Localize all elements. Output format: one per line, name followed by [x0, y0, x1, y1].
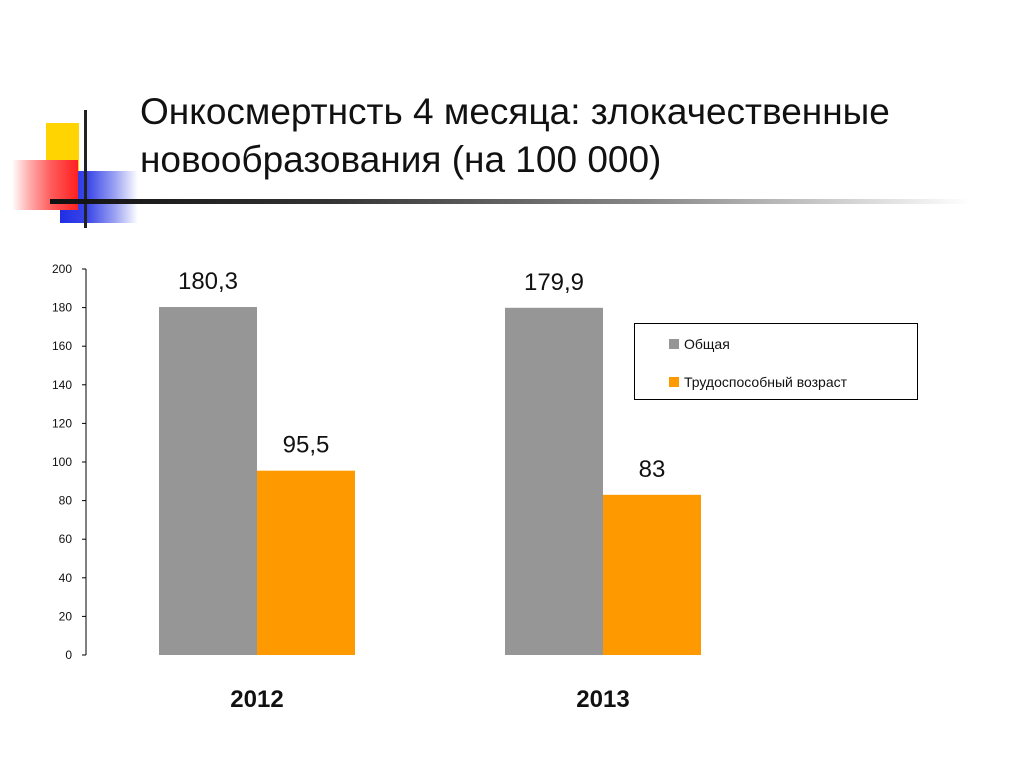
data-label: 179,9: [524, 269, 584, 296]
y-tick-label: 120: [52, 416, 72, 430]
bar-2013-series-0: [505, 307, 603, 655]
title-line-1: Онкосмертнсть 4 месяца: злокачественные: [140, 91, 890, 132]
y-tick-label: 80: [59, 494, 73, 508]
x-category-label: 2013: [576, 686, 629, 713]
legend-label-working-age: Трудоспособный возраст: [684, 374, 848, 390]
legend-item-general: Общая: [669, 336, 730, 352]
y-tick-label: 100: [52, 455, 72, 469]
y-tick-label: 60: [59, 532, 73, 546]
y-tick-label: 160: [52, 339, 72, 353]
bar-2013-series-1: [603, 494, 701, 655]
title-underline: [50, 199, 970, 204]
y-tick-label: 180: [52, 301, 72, 315]
y-tick-label: 200: [52, 262, 72, 276]
legend-swatch-working-age: [669, 377, 679, 387]
data-label: 83: [639, 456, 666, 483]
title-line-2: новообразования (на 100 000): [140, 139, 662, 180]
data-label: 95,5: [283, 432, 330, 459]
bar-2012-series-0: [159, 307, 257, 655]
y-tick-label: 0: [65, 648, 72, 662]
y-tick-label: 140: [52, 378, 72, 392]
legend-swatch-general: [669, 339, 679, 349]
x-category-label: 2012: [230, 686, 283, 713]
y-tick-label: 20: [59, 609, 73, 623]
legend-item-working-age: Трудоспособный возраст: [669, 374, 847, 390]
decorative-vertical-line: [84, 110, 87, 228]
y-tick-label: 40: [59, 571, 73, 585]
data-label: 180,3: [178, 268, 238, 295]
bar-2012-series-1: [257, 470, 355, 655]
page-title: Онкосмертнсть 4 месяца: злокачественные …: [140, 88, 980, 184]
chart-legend: Общая Трудоспособный возраст: [634, 323, 918, 400]
legend-label-general: Общая: [684, 336, 730, 352]
